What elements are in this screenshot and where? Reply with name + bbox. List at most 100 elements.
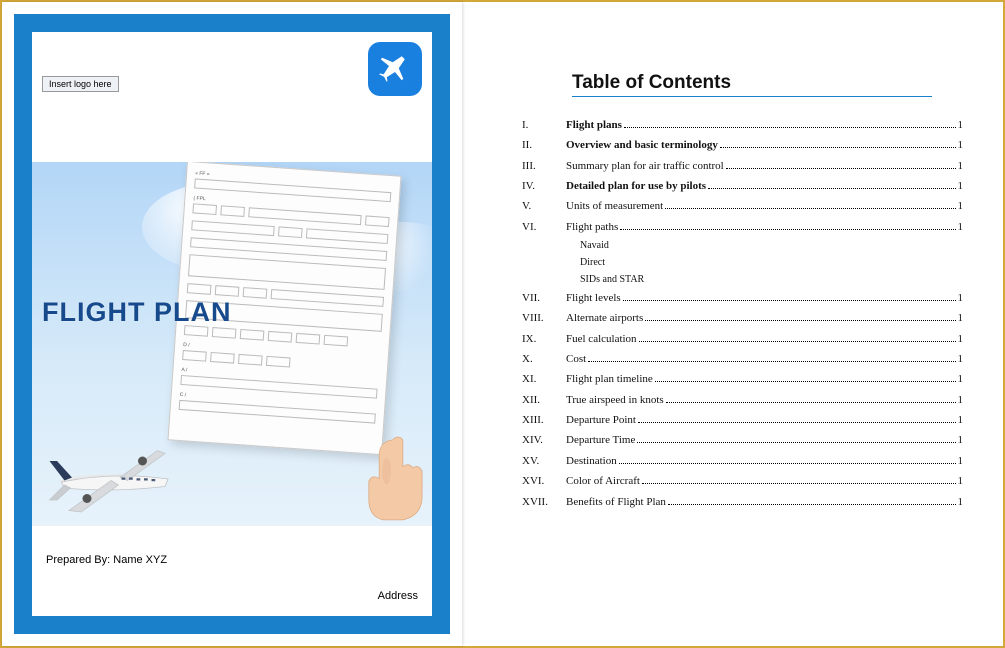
- logo-placeholder[interactable]: Insert logo here: [42, 76, 119, 92]
- toc-item-title: Flight plans: [566, 115, 622, 135]
- logo-zone: Insert logo here: [42, 42, 422, 96]
- toc-item-title: Flight paths: [566, 217, 618, 237]
- toc-item[interactable]: I.Flight plans 1: [522, 115, 963, 135]
- toc-list: I.Flight plans1II.Overview and basic ter…: [522, 115, 963, 512]
- prepared-by-label: Prepared By: Name XYZ: [46, 554, 167, 566]
- toc-item-page: 1: [958, 176, 964, 196]
- toc-item-page: 1: [958, 430, 964, 450]
- toc-item-title: Detailed plan for use by pilots: [566, 176, 706, 196]
- toc-leader-dots: [665, 208, 955, 209]
- address-label: Address: [378, 590, 418, 602]
- toc-leader-dots: [655, 381, 956, 382]
- toc-item-title: Alternate airports: [566, 308, 643, 328]
- toc-item-number: VI.: [522, 217, 566, 237]
- toc-item-title: Cost: [566, 349, 586, 369]
- toc-item-title: Color of Aircraft: [566, 471, 640, 491]
- toc-item[interactable]: XVI.Color of Aircraft 1: [522, 471, 963, 491]
- toc-leader-dots: [642, 483, 956, 484]
- toc-item-number: X.: [522, 349, 566, 369]
- toc-item-title: Units of measurement: [566, 196, 663, 216]
- toc-leader-dots: [624, 127, 956, 128]
- toc-item-title: Fuel calculation: [566, 329, 637, 349]
- toc-item-title: Flight plan timeline: [566, 369, 653, 389]
- toc-item-number: XII.: [522, 390, 566, 410]
- toc-item-title: Departure Time: [566, 430, 635, 450]
- cover-border-frame: Insert logo here « FF » ( FPL: [14, 14, 450, 634]
- toc-item[interactable]: VI.Flight paths 1: [522, 217, 963, 237]
- toc-item-number: VIII.: [522, 308, 566, 328]
- toc-item-number: IV.: [522, 176, 566, 196]
- toc-item[interactable]: XVII.Benefits of Flight Plan 1: [522, 492, 963, 512]
- cover-page: Insert logo here « FF » ( FPL: [2, 2, 462, 646]
- toc-leader-dots: [637, 442, 955, 443]
- toc-item[interactable]: II.Overview and basic terminology 1: [522, 135, 963, 155]
- toc-item-page: 1: [958, 329, 964, 349]
- toc-item-title: Summary plan for air traffic control: [566, 156, 724, 176]
- toc-item-page: 1: [958, 217, 964, 237]
- toc-item-page: 1: [958, 156, 964, 176]
- cover-hero-area: « FF » ( FPL: [32, 162, 432, 526]
- toc-leader-dots: [668, 504, 956, 505]
- toc-item[interactable]: XIII.Departure Point 1: [522, 410, 963, 430]
- toc-item-number: XVI.: [522, 471, 566, 491]
- toc-item[interactable]: XV.Destination1: [522, 451, 963, 471]
- toc-item[interactable]: V.Units of measurement 1: [522, 196, 963, 216]
- toc-item[interactable]: IX.Fuel calculation 1: [522, 329, 963, 349]
- toc-item-page: 1: [958, 349, 964, 369]
- toc-item-number: II.: [522, 135, 566, 155]
- toc-item[interactable]: X.Cost 1: [522, 349, 963, 369]
- airplane-icon: [368, 42, 422, 96]
- hand-illustration: [354, 432, 428, 522]
- toc-item-page: 1: [958, 492, 964, 512]
- toc-item-number: I.: [522, 115, 566, 135]
- document-container: Insert logo here « FF » ( FPL: [2, 2, 1003, 646]
- toc-subitem[interactable]: SIDs and STAR: [580, 271, 963, 288]
- toc-leader-dots: [623, 300, 956, 301]
- toc-item-page: 1: [958, 196, 964, 216]
- cover-title: FLIGHT PLAN: [42, 297, 231, 328]
- toc-leader-dots: [726, 168, 956, 169]
- toc-item-page: 1: [958, 369, 964, 389]
- toc-item[interactable]: XIV.Departure Time 1: [522, 430, 963, 450]
- toc-item-number: III.: [522, 156, 566, 176]
- toc-item-number: XV.: [522, 451, 566, 471]
- toc-item-number: VII.: [522, 288, 566, 308]
- toc-item[interactable]: XI.Flight plan timeline 1: [522, 369, 963, 389]
- toc-item[interactable]: XII.True airspeed in knots1: [522, 390, 963, 410]
- toc-leader-dots: [588, 361, 955, 362]
- toc-item-page: 1: [958, 471, 964, 491]
- toc-item-number: XIII.: [522, 410, 566, 430]
- toc-item-title: Overview and basic terminology: [566, 135, 718, 155]
- airplane-illustration: [34, 428, 194, 518]
- toc-subitem[interactable]: Navaid: [580, 237, 963, 254]
- toc-leader-dots: [666, 402, 956, 403]
- toc-item-page: 1: [958, 135, 964, 155]
- toc-item-page: 1: [958, 115, 964, 135]
- toc-item-page: 1: [958, 390, 964, 410]
- toc-item-number: V.: [522, 196, 566, 216]
- toc-item-title: Destination: [566, 451, 617, 471]
- toc-leader-dots: [720, 147, 956, 148]
- toc-item-title: Departure Point: [566, 410, 636, 430]
- toc-heading: Table of Contents: [572, 72, 932, 97]
- toc-leader-dots: [708, 188, 955, 189]
- toc-leader-dots: [645, 320, 955, 321]
- toc-leader-dots: [619, 463, 956, 464]
- toc-item-number: XIV.: [522, 430, 566, 450]
- toc-item[interactable]: VII.Flight levels 1: [522, 288, 963, 308]
- toc-item-number: XI.: [522, 369, 566, 389]
- toc-subitem[interactable]: Direct: [580, 254, 963, 271]
- toc-item-page: 1: [958, 288, 964, 308]
- toc-item[interactable]: IV.Detailed plan for use by pilots 1: [522, 176, 963, 196]
- toc-leader-dots: [639, 341, 956, 342]
- toc-item[interactable]: VIII.Alternate airports1: [522, 308, 963, 328]
- toc-item-number: IX.: [522, 329, 566, 349]
- toc-item-number: XVII.: [522, 492, 566, 512]
- toc-page: Table of Contents I.Flight plans1II.Over…: [462, 2, 1003, 646]
- toc-item-title: Flight levels: [566, 288, 621, 308]
- toc-item-title: Benefits of Flight Plan: [566, 492, 666, 512]
- toc-leader-dots: [638, 422, 956, 423]
- toc-item-page: 1: [958, 410, 964, 430]
- toc-leader-dots: [620, 229, 955, 230]
- toc-item[interactable]: III.Summary plan for air traffic control…: [522, 156, 963, 176]
